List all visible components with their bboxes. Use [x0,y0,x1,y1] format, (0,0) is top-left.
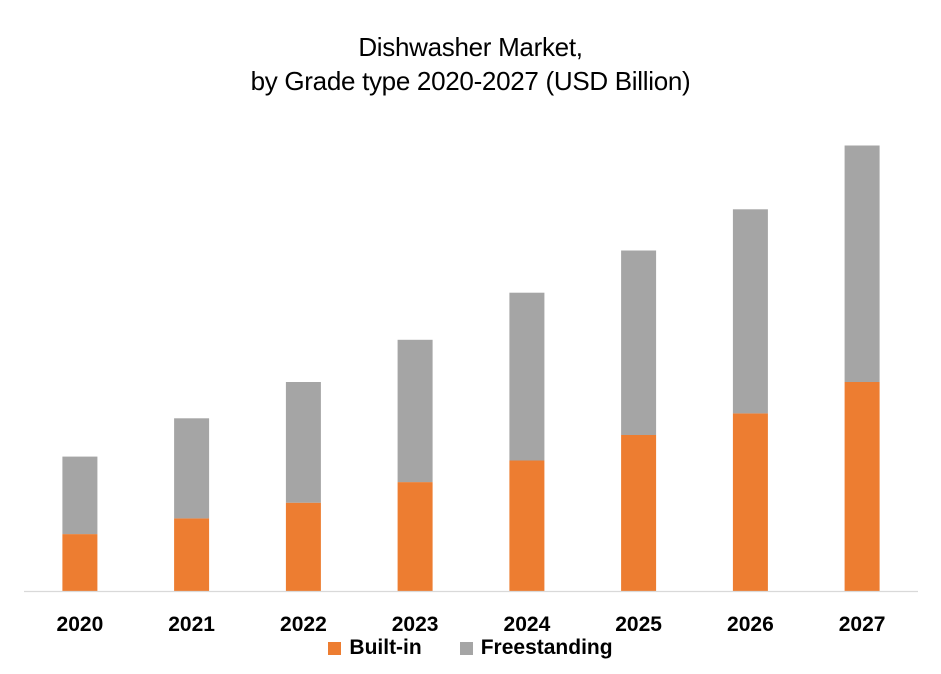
bar-freestanding-2022 [285,382,321,503]
bar-freestanding-2023 [397,339,433,483]
bar-freestanding-2021 [174,418,210,519]
bar-built-in-2022 [285,502,321,591]
bar-built-in-2025 [621,435,657,591]
x-tick-label-2024: 2024 [504,613,551,636]
x-tick-label-2022: 2022 [280,613,327,636]
chart-title: Dishwasher Market, by Grade type 2020-20… [0,30,941,98]
x-tick-label-2026: 2026 [727,613,774,636]
bar-built-in-2027 [844,382,880,591]
legend-swatch-built-in [328,641,342,655]
bar-freestanding-2026 [732,209,768,414]
x-tick-label-2021: 2021 [168,613,215,636]
chart-title-line-2: by Grade type 2020-2027 (USD Billion) [250,66,691,96]
legend: Built-in Freestanding [0,636,941,660]
legend-label-built-in: Built-in [349,636,422,659]
x-tick-label-2023: 2023 [392,613,439,636]
bar-built-in-2024 [509,460,545,591]
bar-freestanding-2025 [621,250,657,435]
bar-freestanding-2027 [844,145,880,382]
bar-built-in-2021 [174,518,210,591]
x-tick-label-2020: 2020 [57,613,104,636]
legend-item-built-in: Built-in [328,636,422,660]
bars-group [62,145,880,591]
bar-built-in-2023 [397,482,433,591]
x-tick-labels: 2020 2021 2022 2023 2024 2025 2026 2027 [57,613,886,636]
x-tick-label-2027: 2027 [839,613,886,636]
bar-freestanding-2024 [509,292,545,461]
legend-item-freestanding: Freestanding [459,636,613,660]
x-tick-label-2025: 2025 [615,613,662,636]
bar-built-in-2020 [62,534,98,591]
chart-title-line-1: Dishwasher Market, [358,32,583,62]
bar-freestanding-2020 [62,456,98,535]
bar-built-in-2026 [732,413,768,591]
legend-label-freestanding: Freestanding [480,636,613,659]
legend-swatch-freestanding [459,641,473,655]
